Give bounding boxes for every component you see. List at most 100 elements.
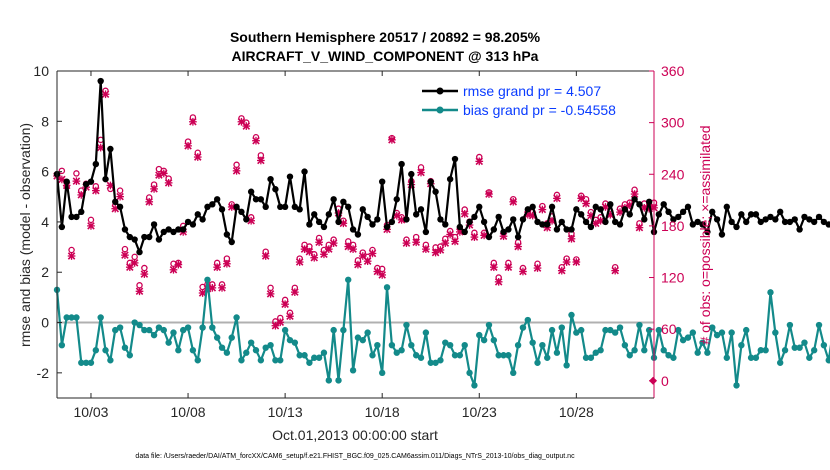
rmse-point	[510, 216, 517, 223]
x-tick-label: 10/13	[268, 404, 303, 420]
bias-point	[514, 341, 522, 349]
rmse-point	[631, 196, 638, 203]
y-tick-label: 10	[33, 63, 49, 79]
bias-point	[825, 357, 830, 364]
x-tick-label: 10/23	[462, 404, 497, 420]
rmse-point	[330, 196, 337, 203]
rmse-point	[427, 178, 434, 185]
rmse-point	[825, 221, 830, 228]
rmse-point	[432, 188, 439, 195]
obs-assimilated-marker	[218, 284, 226, 292]
bias-point	[762, 347, 769, 354]
rmse-point	[281, 203, 289, 211]
x-axis-label: Oct.01,2013 00:00:00 start	[272, 427, 438, 443]
rmse-point	[179, 226, 187, 233]
rmse-point	[107, 145, 114, 153]
y-tick-label: 8	[41, 113, 49, 129]
obs-assimilated-marker	[412, 238, 421, 247]
rmse-point	[772, 216, 779, 223]
rmse-point	[315, 218, 323, 226]
rmse-point	[810, 218, 818, 226]
bias-point	[500, 352, 507, 359]
rmse-point	[213, 196, 221, 203]
legend-rmse-marker	[436, 87, 444, 95]
obs-assimilated-marker	[422, 245, 430, 253]
bias-point	[442, 339, 449, 346]
rmse-point	[403, 216, 410, 223]
rmse-point	[529, 203, 536, 211]
bias-point	[709, 324, 716, 331]
obs-assimilated-marker	[232, 166, 241, 175]
rmse-point	[82, 180, 90, 188]
y-tick-label: 6	[41, 164, 49, 180]
rmse-point	[354, 231, 362, 238]
bias-point	[320, 349, 328, 356]
rmse-point	[243, 216, 250, 223]
obs-assimilated-marker	[223, 259, 231, 268]
obs-assimilated-marker	[252, 136, 260, 145]
rmse-point	[636, 201, 643, 208]
obs-assimilated-marker	[189, 117, 197, 126]
bias-point	[611, 329, 619, 336]
rmse-point	[335, 218, 342, 226]
rmse-point	[286, 173, 294, 180]
bias-point	[78, 359, 85, 366]
obs-assimilated-marker	[145, 197, 154, 206]
bias-point	[378, 369, 386, 377]
obs-assimilated-marker	[184, 142, 192, 150]
rmse-point	[412, 211, 420, 218]
rmse-point	[500, 228, 507, 236]
bias-point	[160, 326, 167, 334]
bias-point	[403, 321, 410, 329]
obs-assimilated-marker	[305, 247, 314, 256]
bias-point	[645, 326, 653, 334]
bias-point	[573, 329, 580, 336]
obs-assimilated-marker	[378, 271, 387, 279]
bias-point	[519, 324, 527, 331]
bias-point	[660, 347, 667, 354]
bias-point	[345, 276, 352, 283]
rmse-point	[670, 216, 677, 223]
bias-point	[767, 289, 774, 296]
obs-assimilated-marker	[519, 267, 527, 276]
rmse-point	[718, 231, 726, 238]
rmse-point	[485, 233, 493, 241]
bias-point	[146, 326, 153, 334]
rmse-point	[306, 221, 313, 228]
rmse-point	[675, 213, 682, 221]
rmse-point	[112, 198, 119, 205]
rmse-point	[267, 175, 274, 183]
bias-point	[393, 349, 400, 356]
chart-title: Southern Hemisphere 20517 / 20892 = 98.2…	[230, 29, 541, 45]
bias-point	[155, 324, 163, 331]
y-tick-label: 0	[41, 315, 49, 331]
bias-point	[636, 321, 643, 329]
bias-point	[757, 347, 764, 354]
rmse-point	[641, 216, 648, 223]
rmse-point	[684, 203, 692, 211]
bias-point	[553, 349, 561, 356]
bias-point	[238, 357, 245, 364]
rmse-series	[53, 77, 830, 256]
rmse-point	[223, 231, 231, 238]
rmse-point	[417, 206, 425, 213]
rmse-point	[611, 218, 619, 226]
obs-possible-marker	[58, 167, 66, 175]
obs-assimilated-marker	[417, 168, 425, 177]
y-tick-label-right: 360	[661, 63, 685, 79]
rmse-point	[558, 218, 565, 226]
bias-point	[121, 344, 129, 351]
bias-point	[747, 354, 755, 361]
rmse-point	[694, 218, 701, 226]
bias-point	[68, 314, 75, 321]
bias-point	[544, 354, 551, 361]
bias-point	[383, 284, 391, 291]
obs-assimilated-marker	[310, 253, 319, 262]
bias-point	[733, 382, 740, 389]
rmse-point	[189, 221, 197, 228]
rmse-point	[665, 208, 672, 216]
rmse-point	[709, 208, 716, 216]
obs-assimilated-marker	[363, 257, 372, 266]
bias-point	[262, 344, 269, 351]
